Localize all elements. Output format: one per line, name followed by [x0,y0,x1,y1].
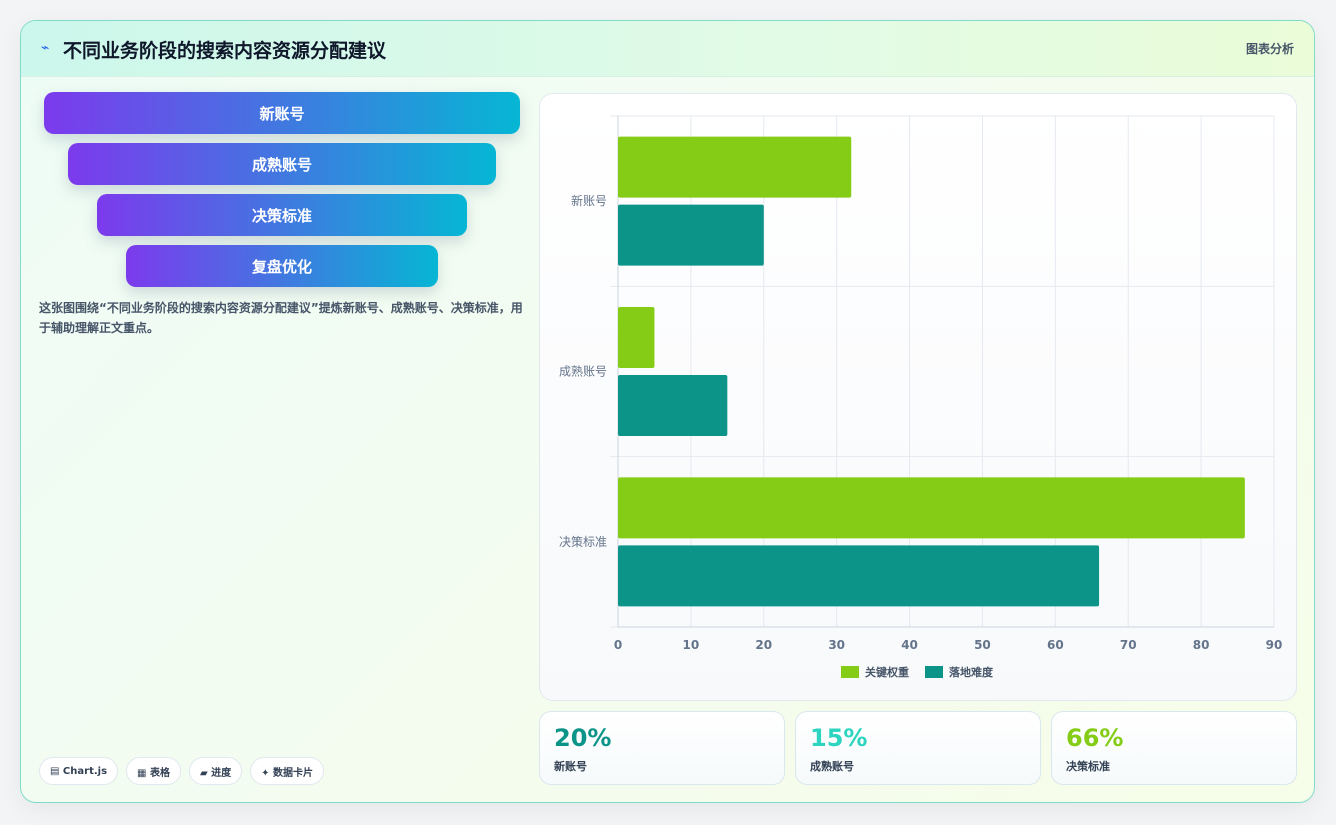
x-tick-label: 60 [1047,638,1064,652]
legend-label: 落地难度 [949,665,994,679]
bar-difficulty [618,375,728,436]
x-tick-label: 0 [614,638,622,652]
header-tag: 图表分析 [1245,42,1294,56]
y-tick-label: 新账号 [571,193,607,208]
pill-chartjs[interactable]: ▤ Chart.js [39,757,119,785]
bar-difficulty [618,545,1100,607]
legend-swatch [925,666,943,678]
bar-difficulty [618,204,764,266]
stat-card-3: 66% 决策标准 [1051,711,1297,785]
y-tick-label: 成熟账号 [559,364,607,379]
pill-table[interactable]: ▦ 表格 [126,757,181,785]
funnel-step-1: 新账号 [44,92,520,134]
bar-weight [618,307,655,368]
funnel-step-3: 决策标准 [97,194,467,236]
chart-panel: 新账号成熟账号决策标准 0 10 20 30 40 50 60 70 80 90 关键权重 落地难度 [539,93,1297,701]
funnel-step-2: 成熟账号 [68,143,496,185]
x-tick-label: 40 [901,638,918,652]
page-title: 不同业务阶段的搜索内容资源分配建议 [63,40,387,62]
x-tick-label: 10 [683,638,700,652]
header: ⌁ 不同业务阶段的搜索内容资源分配建议 图表分析 [21,21,1314,77]
x-tick-label: 50 [974,638,991,652]
y-tick-label: 决策标准 [559,535,607,549]
spark-icon: ⌁ [41,40,50,56]
stat-label: 新账号 [554,760,587,773]
x-tick-label: 70 [1120,638,1137,652]
description: 这张图围绕“不同业务阶段的搜索内容资源分配建议”提炼新账号、成熟账号、决策标准，… [39,301,523,335]
pill-progress[interactable]: ▰ 进度 [188,757,243,785]
funnel-step-4: 复盘优化 [126,245,438,287]
bar-weight [618,136,852,198]
pill-data-card[interactable]: ✦ 数据卡片 [250,757,325,785]
x-tick-label: 30 [828,638,845,652]
stat-value: 15% [810,724,868,752]
stat-card-1: 20% 新账号 [539,711,785,785]
stat-value: 20% [554,724,612,752]
main-card: ⌁ 不同业务阶段的搜索内容资源分配建议 图表分析 新账号 成熟账号 决策标准 复… [20,20,1315,803]
legend-label: 关键权重 [865,665,909,679]
stat-value: 66% [1066,724,1124,752]
stat-card-2: 15% 成熟账号 [795,711,1041,785]
bar-weight [618,477,1245,539]
legend-swatch [841,666,859,678]
x-tick-label: 80 [1193,638,1210,652]
stat-label: 成熟账号 [810,760,854,773]
pill-bar: ▤ Chart.js ▦ 表格 ▰ 进度 ✦ 数据卡片 [39,757,325,785]
x-tick-label: 90 [1266,638,1283,652]
stat-label: 决策标准 [1066,760,1110,773]
x-tick-label: 20 [755,638,772,652]
